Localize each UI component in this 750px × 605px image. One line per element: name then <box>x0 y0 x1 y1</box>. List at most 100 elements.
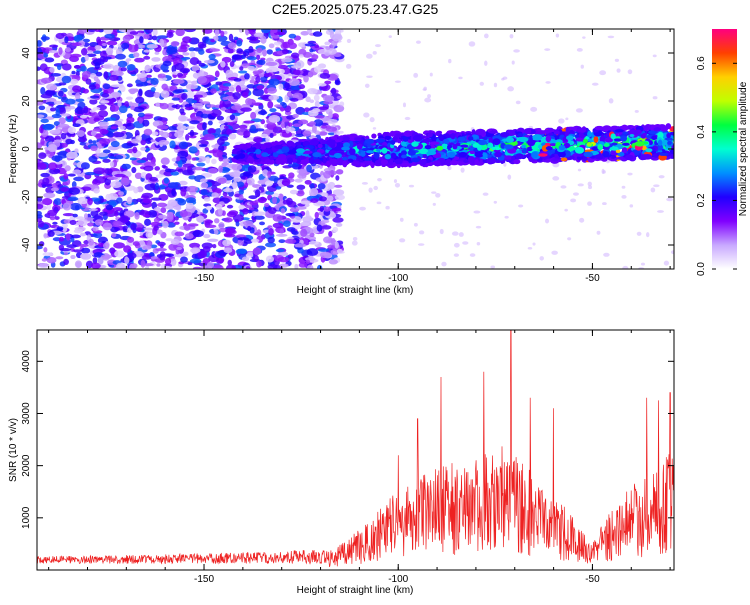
heatmap-cell <box>73 177 84 182</box>
heatmap-cell <box>283 220 291 227</box>
heatmap-cell <box>399 238 405 242</box>
heatmap-cell <box>447 166 451 170</box>
heatmap-cell <box>326 139 336 146</box>
heatmap-cell <box>233 78 241 82</box>
heatmap-cell <box>129 102 133 107</box>
heatmap-cell <box>254 211 266 215</box>
heatmap-cell <box>204 134 215 140</box>
heatmap-cell <box>565 132 569 136</box>
heatmap-cell <box>81 162 90 169</box>
heatmap-cell <box>667 141 672 145</box>
heatmap-cell <box>537 128 541 131</box>
heatmap-cell <box>130 31 138 35</box>
heatmap-cell <box>503 76 508 79</box>
heatmap-cell <box>384 136 391 140</box>
heatmap-cell <box>478 140 487 145</box>
heatmap-cell <box>47 257 57 263</box>
heatmap-cell <box>208 121 213 126</box>
heatmap-cell <box>297 173 306 178</box>
heatmap-cell <box>43 247 47 252</box>
heatmap-cell <box>223 168 231 172</box>
heatmap-cell <box>218 208 223 215</box>
heatmap-cell <box>251 239 260 243</box>
heatmap-cell <box>278 239 285 243</box>
heatmap-cell <box>288 172 294 178</box>
heatmap-cell <box>256 229 261 236</box>
heatmap-cell <box>43 233 47 239</box>
heatmap-cell <box>134 58 145 63</box>
heatmap-cell <box>309 188 318 196</box>
heatmap-cell <box>347 39 351 43</box>
heatmap-cell <box>436 146 443 151</box>
heatmap-cell <box>477 242 481 245</box>
heatmap-cell <box>89 208 98 211</box>
heatmap-cell <box>227 205 233 209</box>
heatmap-cell <box>193 230 204 237</box>
heatmap-cell <box>73 162 77 165</box>
heatmap-cell <box>324 52 330 55</box>
heatmap-cell <box>190 248 201 253</box>
heatmap-cell <box>42 252 53 256</box>
heatmap-cell <box>222 240 231 247</box>
heatmap-cell <box>151 87 156 92</box>
heatmap-cell <box>576 153 583 157</box>
heatmap-cell <box>80 115 87 119</box>
heatmap-cell <box>80 253 91 260</box>
heatmap-cell <box>190 52 195 58</box>
heatmap-cell <box>199 44 206 48</box>
heatmap-cell <box>106 205 113 211</box>
heatmap-cell <box>78 137 87 143</box>
heatmap-cell <box>494 83 497 88</box>
heatmap-cell <box>267 101 273 108</box>
heatmap-cell <box>79 198 89 204</box>
heatmap-cell <box>635 141 645 147</box>
heatmap-cell <box>349 148 356 155</box>
heatmap-cell <box>50 107 56 111</box>
heatmap-cell <box>231 105 242 110</box>
heatmap-cell <box>215 29 220 37</box>
heatmap-cell <box>253 136 263 142</box>
heatmap-cell <box>104 168 112 174</box>
heatmap-cell <box>260 36 266 44</box>
heatmap-cell <box>228 210 238 215</box>
heatmap-cell <box>468 156 475 163</box>
heatmap-cell <box>247 178 255 185</box>
heatmap-cell <box>622 266 628 271</box>
heatmap-cell <box>226 96 234 100</box>
heatmap-cell <box>145 184 157 191</box>
heatmap-cell <box>229 133 236 139</box>
heatmap-cell <box>450 161 459 166</box>
heatmap-cell <box>155 64 160 67</box>
heatmap-cell <box>257 48 263 53</box>
heatmap-cell <box>98 257 104 264</box>
heatmap-cell <box>492 138 500 145</box>
heatmap-cell <box>615 59 619 62</box>
heatmap-cell <box>373 127 376 129</box>
heatmap-cell <box>470 253 476 257</box>
heatmap-cell <box>338 131 344 134</box>
heatmap-cell <box>38 221 44 228</box>
heatmap-cell <box>484 34 489 39</box>
heatmap-cell <box>370 117 375 122</box>
heatmap-cell <box>148 233 152 238</box>
heatmap-cell <box>570 198 576 202</box>
heatmap-cell <box>166 47 178 54</box>
heatmap-cell <box>274 104 282 107</box>
heatmap-cell <box>220 253 226 257</box>
heatmap-cell <box>90 95 99 98</box>
heatmap-cell <box>616 150 621 153</box>
heatmap-cell <box>48 231 55 237</box>
heatmap-cell <box>409 185 414 188</box>
heatmap-cell <box>185 134 189 141</box>
heatmap-cell <box>150 139 155 142</box>
heatmap-cell <box>420 159 427 165</box>
heatmap-cell <box>50 216 56 220</box>
heatmap-cell <box>265 181 273 187</box>
heatmap-cell <box>225 70 233 78</box>
heatmap-cell <box>238 248 247 253</box>
heatmap-cells <box>33 26 678 273</box>
heatmap-cell <box>579 218 584 223</box>
heatmap-cell <box>92 226 98 231</box>
heatmap-cell <box>365 84 370 88</box>
